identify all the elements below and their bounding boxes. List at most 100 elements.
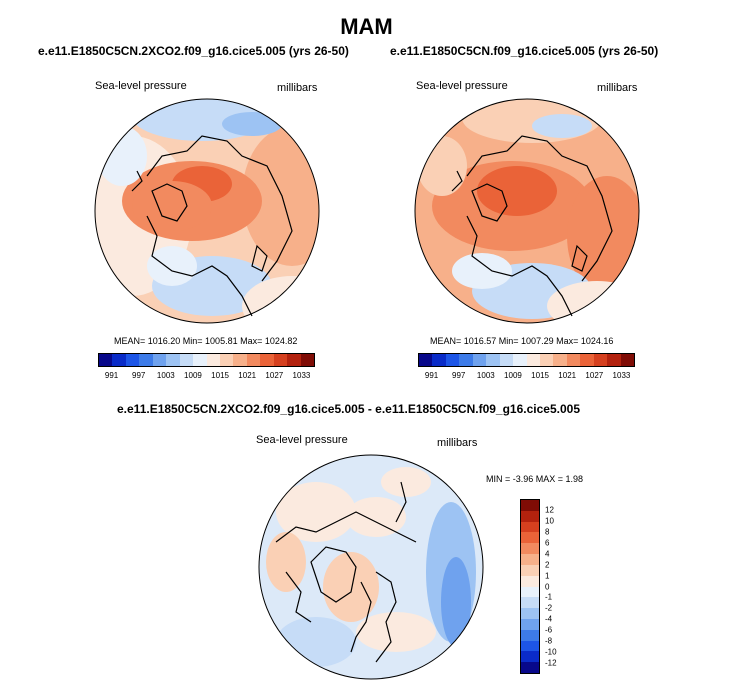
panel1-colorbar-tick-label: 1009 <box>184 371 202 380</box>
panel1-colorbar-color-box <box>166 354 180 366</box>
panel3-title: e.e11.E1850C5CN.2XCO2.f09_g16.cice5.005 … <box>117 402 580 416</box>
panel3-colorbar-tick-label: 1 <box>545 571 550 581</box>
panel1-colorbar-color-box <box>246 354 261 366</box>
panel1-colorbar-color-box <box>219 354 234 366</box>
panel1-colorbar <box>98 353 315 367</box>
panel1-colorbar-color-box <box>287 354 301 366</box>
panel3-colorbar <box>520 499 540 674</box>
panel1-colorbar-color-box <box>179 354 194 366</box>
panel2-colorbar-color-box <box>499 354 514 366</box>
panel1-colorbar-color-box <box>260 354 274 366</box>
panel1-colorbar-tick-label: 991 <box>104 371 119 380</box>
panel2-map <box>414 98 640 324</box>
panel3-colorbar-color-box <box>521 564 539 576</box>
panel1-colorbar-color-box <box>152 354 167 366</box>
panel3-colorbar-tick-label: -10 <box>545 647 557 657</box>
panel3-colorbar-color-box <box>521 575 539 587</box>
panel2-colorbar-color-box <box>526 354 540 366</box>
panel2-colorbar-color-box <box>459 354 473 366</box>
panel2-variable-label: Sea-level pressure <box>416 80 508 92</box>
panel2-colorbar-color-box <box>539 354 554 366</box>
panel2-stats: MEAN= 1016.57 Min= 1007.29 Max= 1024.16 <box>430 336 614 346</box>
panel3-colorbar-color-box <box>521 521 539 533</box>
panel3-colorbar-tick-label: 0 <box>545 582 550 591</box>
panel2-colorbar-color-box <box>472 354 487 366</box>
panel2-colorbar-tick-label: 1009 <box>504 371 522 380</box>
panel1-variable-label: Sea-level pressure <box>95 80 187 92</box>
panel1-colorbar-color-box <box>273 354 288 366</box>
panel3-colorbar-color-box <box>521 500 539 511</box>
panel3-colorbar-color-box <box>521 640 539 652</box>
panel3-colorbar-tick-label: 10 <box>545 516 554 526</box>
panel3-colorbar-color-box <box>521 586 539 598</box>
panel1-colorbar-color-box <box>139 354 153 366</box>
panel1-map <box>94 98 320 324</box>
panel2-colorbar-tick-label: 991 <box>424 371 439 380</box>
panel3-units-label: millibars <box>437 437 478 449</box>
panel2-colorbar-ticks: 991 997 1003 1009 1015 1021 1027 1033 <box>418 371 635 381</box>
panel1-colorbar-color-box <box>125 354 140 366</box>
panel3-colorbar-tick-label: -12 <box>545 658 557 668</box>
panel2-colorbar-color-box <box>486 354 500 366</box>
panel2-colorbar-color-box <box>553 354 567 366</box>
panel1-colorbar-color-box <box>193 354 207 366</box>
panel2-colorbar-tick-label: 997 <box>452 371 466 380</box>
panel3-colorbar-tick-label: 12 <box>545 505 554 515</box>
panel1-colorbar-color-box <box>206 354 220 366</box>
panel3-colorbar-color-box <box>521 651 539 663</box>
panel2-colorbar-tick-label: 1021 <box>558 371 577 380</box>
panel1-colorbar-color-box <box>99 354 113 366</box>
panel1-colorbar-color-box <box>300 354 314 366</box>
panel3-colorbar-color-box <box>521 543 539 555</box>
panel3-colorbar-color-box <box>521 608 539 619</box>
panel1-colorbar-color-box <box>233 354 247 366</box>
panel3-colorbar-tick-label: -8 <box>545 636 553 646</box>
panel3-colorbar-color-box <box>521 629 539 641</box>
panel2-colorbar-tick-label: 1003 <box>476 371 495 380</box>
panel2-colorbar-color-box <box>432 354 446 366</box>
panel3-colorbar-tick-label: -4 <box>545 614 553 624</box>
panel3-colorbar-tick-label: -2 <box>545 603 553 613</box>
panel1-stats: MEAN= 1016.20 Min= 1005.81 Max= 1024.82 <box>114 336 298 346</box>
panel2-units-label: millibars <box>597 82 638 94</box>
panel2-colorbar-color-box <box>419 354 433 366</box>
panel1-colorbar-ticks: 991 997 1003 1009 1015 1021 1027 1033 <box>98 371 315 381</box>
panel1-colorbar-tick-label: 1021 <box>238 371 257 380</box>
panel2-colorbar-color-box <box>593 354 608 366</box>
panel1-units-label: millibars <box>277 82 318 94</box>
panel1-colorbar-tick-label: 1003 <box>156 371 175 380</box>
panel3-colorbar-color-box <box>521 532 539 544</box>
panel3-colorbar-tick-label: 2 <box>545 560 550 570</box>
panel3-map <box>258 454 484 680</box>
panel2-colorbar-tick-label: 1027 <box>585 371 604 380</box>
panel3-colorbar-color-box <box>521 618 539 630</box>
panel2-colorbar-color-box <box>566 354 581 366</box>
panel3-colorbar-tick-label: -1 <box>545 592 553 602</box>
panel1-colorbar-tick-label: 1027 <box>265 371 284 380</box>
panel1-title: e.e11.E1850C5CN.2XCO2.f09_g16.cice5.005 … <box>38 44 349 58</box>
panel3-colorbar-tick-label: 8 <box>545 527 550 537</box>
panel2-colorbar <box>418 353 635 367</box>
panel2-colorbar-color-box <box>513 354 527 366</box>
panel1-colorbar-tick-label: 1015 <box>211 371 229 380</box>
panel2-colorbar-tick-label: 1015 <box>531 371 549 380</box>
panel3-colorbar-color-box <box>521 597 539 609</box>
panel1-colorbar-color-box <box>112 354 126 366</box>
panel2-colorbar-color-box <box>580 354 594 366</box>
panel2-colorbar-tick-label: 1033 <box>612 371 631 380</box>
figure-title: MAM <box>340 14 393 39</box>
panel3-colorbar-tick-label: 4 <box>545 549 550 559</box>
panel2-colorbar-color-box <box>607 354 621 366</box>
panel2-colorbar-color-box <box>620 354 634 366</box>
panel3-variable-label: Sea-level pressure <box>256 434 348 446</box>
panel3-colorbar-color-box <box>521 510 539 522</box>
panel3-colorbar-ticks: 12 10 8 6 4 2 1 0 -1 -2 -4 -6 -8 -10 -12 <box>545 499 575 674</box>
panel3-colorbar-tick-label: -6 <box>545 625 553 635</box>
panel3-colorbar-color-box <box>521 554 539 565</box>
panel3-colorbar-color-box <box>521 662 539 673</box>
panel3-colorbar-tick-label: 6 <box>545 538 550 548</box>
panel2-colorbar-color-box <box>445 354 460 366</box>
panel3-stats: MIN = -3.96 MAX = 1.98 <box>486 474 584 484</box>
panel1-colorbar-tick-label: 997 <box>132 371 146 380</box>
panel1-colorbar-tick-label: 1033 <box>292 371 311 380</box>
